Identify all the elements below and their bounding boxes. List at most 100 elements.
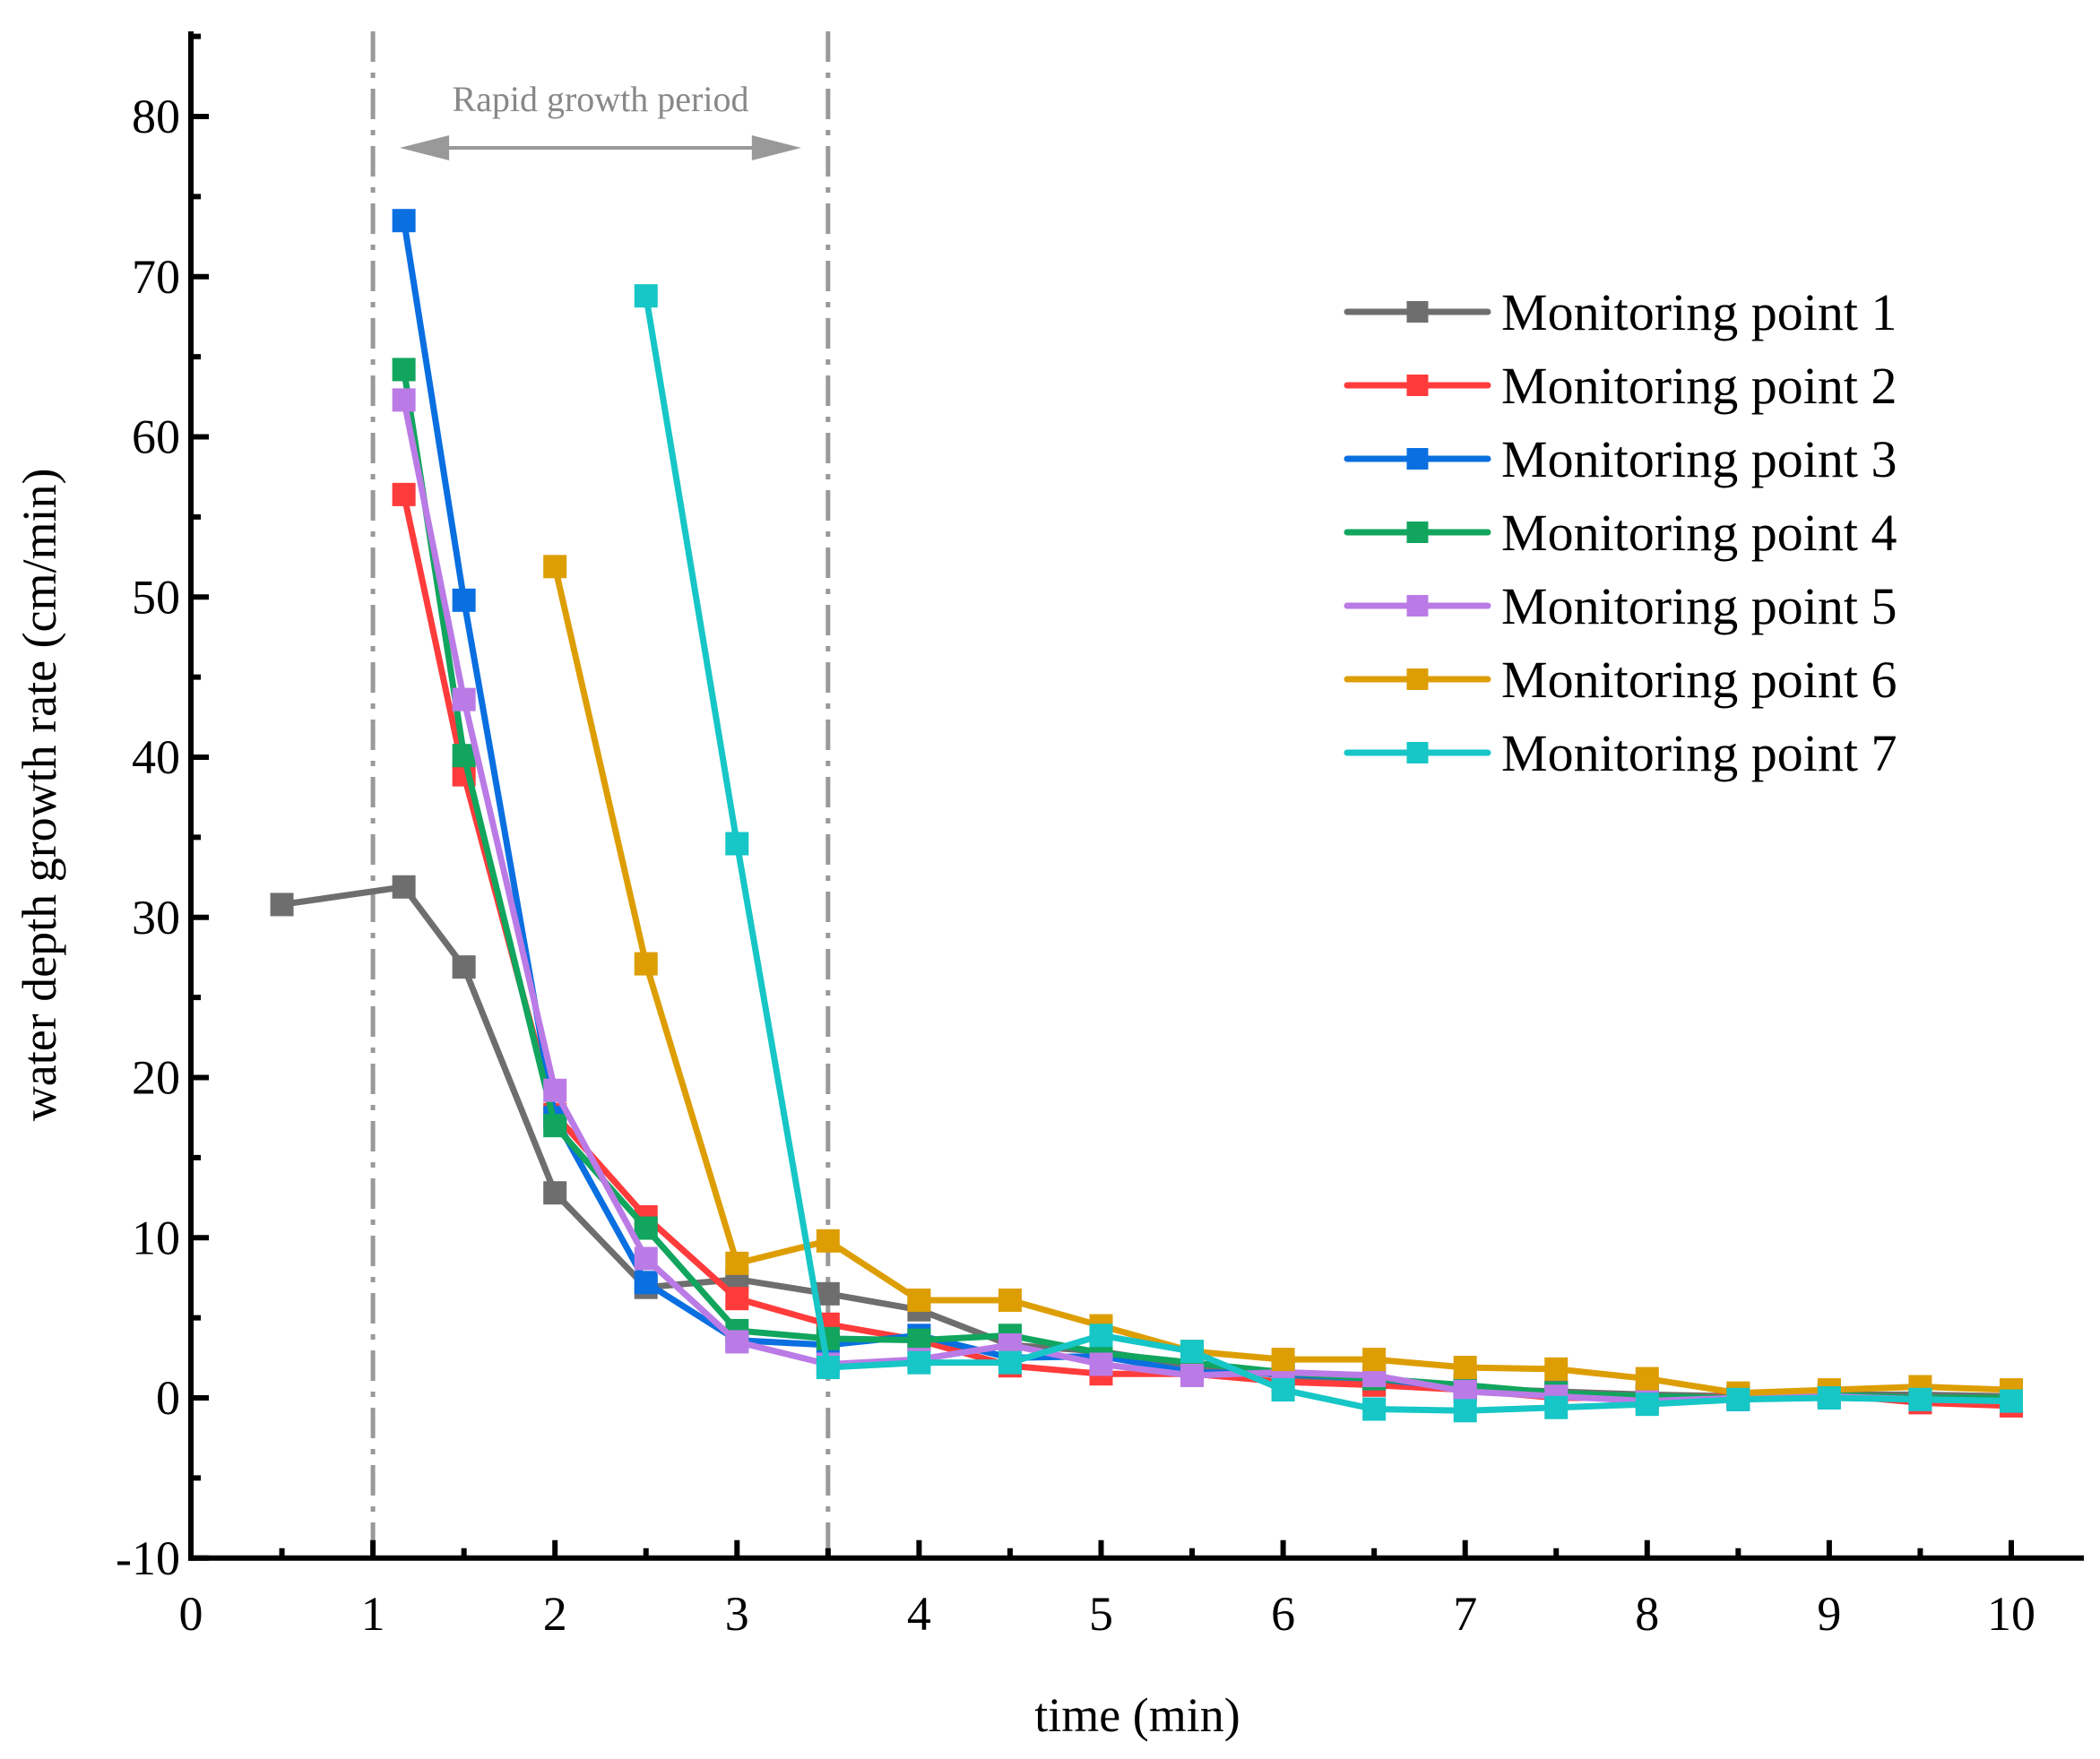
data-point (907, 1288, 931, 1312)
series-1 (270, 875, 2023, 1409)
data-point (1817, 1386, 1841, 1410)
y-tick-label: 30 (132, 891, 180, 944)
data-point (1453, 1399, 1477, 1423)
legend-item: Monitoring point 7 (1344, 724, 1897, 782)
legend-item: Monitoring point 3 (1344, 430, 1897, 488)
legend-marker (1406, 522, 1429, 543)
data-point (1726, 1387, 1750, 1411)
legend-label: Monitoring point 5 (1501, 577, 1897, 635)
data-point (543, 1181, 567, 1205)
data-point (725, 832, 749, 856)
data-point (725, 1251, 749, 1275)
x-tick-label: 9 (1817, 1587, 1841, 1641)
data-point (2000, 1389, 2023, 1413)
data-point (1180, 1340, 1205, 1364)
data-point (998, 1350, 1022, 1375)
legend-marker (1406, 668, 1429, 690)
legend-label: Monitoring point 2 (1501, 357, 1897, 415)
data-point (634, 1271, 658, 1295)
data-point (392, 875, 416, 899)
x-tick-label: 4 (907, 1587, 931, 1641)
data-point (1544, 1357, 1569, 1381)
guide-layer (370, 31, 831, 1558)
data-point (816, 1356, 840, 1380)
y-tick-label: 80 (132, 90, 180, 143)
x-tick-label: 1 (361, 1587, 385, 1641)
data-point (725, 1287, 749, 1311)
y-tick-label: 40 (132, 730, 180, 784)
data-point (452, 955, 476, 979)
data-point (543, 555, 567, 579)
x-tick-label: 7 (1453, 1587, 1477, 1641)
series-layer (270, 209, 2023, 1423)
data-point (1180, 1363, 1205, 1387)
series-6 (543, 555, 2023, 1405)
legend-item: Monitoring point 2 (1344, 357, 1897, 415)
series-line (279, 884, 2015, 1400)
legend-marker (1406, 301, 1429, 323)
data-point (392, 482, 416, 506)
x-tick-label: 2 (543, 1587, 567, 1641)
series-line (643, 292, 2015, 1414)
legend-marker (1406, 742, 1429, 763)
y-tick-label: 0 (156, 1371, 180, 1425)
legend-item: Monitoring point 1 (1344, 283, 1897, 341)
data-point (634, 952, 658, 976)
data-point (634, 1246, 658, 1271)
x-tick-label: 3 (725, 1587, 749, 1641)
x-tick-label: 6 (1271, 1587, 1295, 1641)
legend-marker (1406, 448, 1429, 470)
data-point (392, 358, 416, 382)
x-tick-label: 5 (1089, 1587, 1113, 1641)
data-point (998, 1288, 1022, 1312)
data-point (816, 1281, 840, 1306)
data-point (907, 1350, 931, 1375)
x-axis-title: time (min) (1034, 1688, 1240, 1742)
data-point (816, 1229, 840, 1253)
legend-label: Monitoring point 7 (1501, 724, 1897, 782)
data-point (1544, 1395, 1569, 1419)
annotation-arrow-right-icon (751, 135, 801, 160)
data-point (1635, 1367, 1659, 1391)
data-point (452, 588, 476, 612)
data-point (1271, 1378, 1295, 1402)
y-axis-title: water depth growth rate (cm/min) (13, 469, 66, 1122)
data-point (452, 687, 476, 711)
legend-item: Monitoring point 4 (1344, 504, 1897, 562)
data-point (634, 1216, 658, 1240)
data-point (543, 1078, 567, 1102)
data-point (1635, 1393, 1659, 1417)
legend: Monitoring point 1 Monitoring point 2 Moni… (1344, 283, 1897, 782)
rapid-growth-annotation: Rapid growth period (400, 79, 801, 160)
legend-item: Monitoring point 6 (1344, 651, 1897, 709)
data-point (1453, 1356, 1477, 1380)
legend-item: Monitoring point 5 (1344, 577, 1897, 635)
annotation-arrow-left-icon (400, 135, 450, 160)
x-tick-label: 10 (1987, 1587, 2035, 1641)
data-point (725, 1330, 749, 1354)
data-point (270, 892, 294, 917)
data-point (452, 744, 476, 768)
data-point (1271, 1348, 1295, 1372)
data-point (634, 284, 658, 308)
axes (188, 31, 2084, 1561)
legend-label: Monitoring point 6 (1501, 651, 1897, 709)
series-7 (634, 284, 2023, 1423)
data-point (1908, 1387, 1932, 1411)
x-tick-label: 8 (1635, 1587, 1659, 1641)
y-tick-label: 10 (132, 1211, 180, 1264)
data-point (392, 388, 416, 412)
legend-label: Monitoring point 3 (1501, 430, 1897, 488)
legend-marker (1406, 595, 1429, 617)
data-point (543, 1114, 567, 1138)
y-tick-label: 70 (132, 250, 180, 304)
y-tick-label: 20 (132, 1051, 180, 1105)
data-point (1362, 1397, 1387, 1421)
y-tick-label: 60 (132, 410, 180, 464)
legend-marker (1406, 375, 1429, 396)
data-point (1089, 1324, 1113, 1348)
annotation-text: Rapid growth period (452, 79, 748, 119)
y-tick-label: -10 (116, 1531, 180, 1585)
